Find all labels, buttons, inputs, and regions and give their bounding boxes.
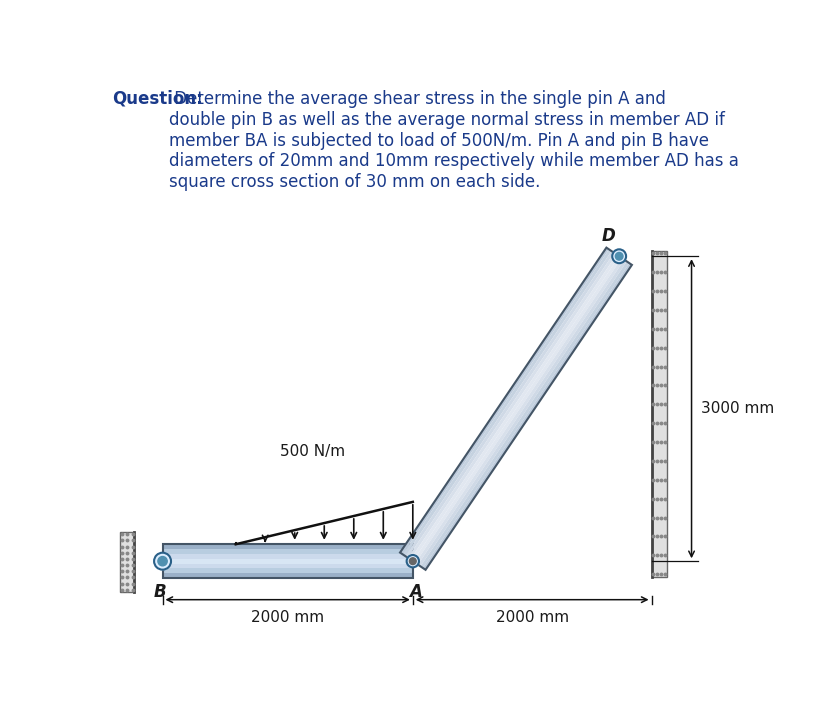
Polygon shape: [405, 251, 614, 557]
Text: Determine the average shear stress in the single pin A and
double pin B as well : Determine the average shear stress in th…: [169, 90, 739, 191]
Circle shape: [158, 557, 167, 566]
Polygon shape: [403, 250, 612, 556]
Bar: [163, 568, 413, 573]
Circle shape: [616, 252, 623, 260]
Polygon shape: [410, 255, 619, 561]
Text: A: A: [409, 583, 423, 601]
Text: Question:: Question:: [113, 90, 203, 108]
Text: D: D: [602, 228, 615, 245]
Polygon shape: [423, 263, 632, 570]
Circle shape: [407, 555, 419, 567]
Bar: [652, 251, 667, 577]
Bar: [163, 573, 413, 578]
Text: 2000 mm: 2000 mm: [496, 610, 569, 625]
Text: 500 N/m: 500 N/m: [280, 444, 345, 459]
Bar: [163, 559, 413, 564]
Polygon shape: [421, 262, 630, 568]
Text: 3000 mm: 3000 mm: [701, 401, 774, 416]
Text: 2000 mm: 2000 mm: [251, 610, 324, 625]
Circle shape: [409, 558, 416, 565]
Polygon shape: [418, 260, 627, 567]
Bar: [120, 532, 134, 592]
Polygon shape: [400, 247, 609, 555]
Polygon shape: [413, 256, 621, 563]
Bar: [163, 564, 413, 568]
Circle shape: [612, 250, 626, 263]
Text: B: B: [153, 583, 166, 601]
Bar: [163, 554, 413, 559]
Polygon shape: [408, 253, 616, 560]
Circle shape: [154, 552, 171, 570]
Polygon shape: [415, 258, 624, 565]
Bar: [163, 549, 413, 554]
Bar: [163, 544, 413, 549]
